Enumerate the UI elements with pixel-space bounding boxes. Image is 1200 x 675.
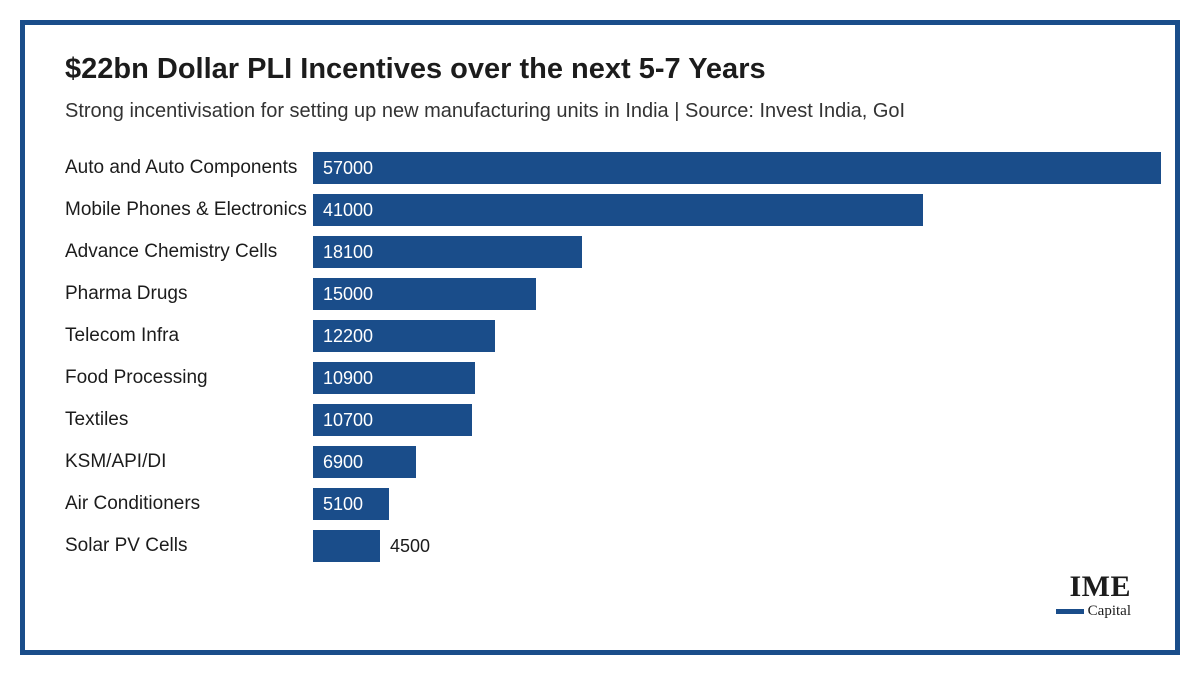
category-label: Air Conditioners bbox=[65, 493, 313, 515]
category-label: Advance Chemistry Cells bbox=[65, 241, 313, 263]
value-label: 5100 bbox=[323, 494, 363, 515]
bar-row: KSM/API/DI 6900 bbox=[65, 445, 1135, 479]
value-label: 18100 bbox=[323, 242, 373, 263]
chart-subtitle: Strong incentivisation for setting up ne… bbox=[65, 100, 1135, 123]
bar-row: Textiles 10700 bbox=[65, 403, 1135, 437]
logo-accent-line bbox=[1056, 609, 1084, 614]
bar-row: Air Conditioners 5100 bbox=[65, 487, 1135, 521]
bar-row: Auto and Auto Components 57000 bbox=[65, 151, 1135, 185]
bar-area: 6900 bbox=[313, 446, 1135, 478]
category-label: Auto and Auto Components bbox=[65, 157, 313, 179]
bar bbox=[313, 530, 380, 562]
logo-subline: Capital bbox=[1056, 603, 1131, 620]
bar: 12200 bbox=[313, 320, 495, 352]
bar-area: 18100 bbox=[313, 236, 1135, 268]
bar-area: 15000 bbox=[313, 278, 1135, 310]
category-label: KSM/API/DI bbox=[65, 451, 313, 473]
bar: 10900 bbox=[313, 362, 475, 394]
category-label: Telecom Infra bbox=[65, 325, 313, 347]
value-label: 57000 bbox=[323, 158, 373, 179]
value-label: 41000 bbox=[323, 200, 373, 221]
chart-frame: $22bn Dollar PLI Incentives over the nex… bbox=[20, 20, 1180, 655]
bar-area: 10900 bbox=[313, 362, 1135, 394]
category-label: Solar PV Cells bbox=[65, 535, 313, 557]
bar-area: 12200 bbox=[313, 320, 1135, 352]
chart-title: $22bn Dollar PLI Incentives over the nex… bbox=[65, 53, 1135, 86]
bar-area: 5100 bbox=[313, 488, 1135, 520]
bar-row: Mobile Phones & Electronics 41000 bbox=[65, 193, 1135, 227]
bar: 15000 bbox=[313, 278, 536, 310]
category-label: Textiles bbox=[65, 409, 313, 431]
bar-area: 41000 bbox=[313, 194, 1135, 226]
bar-chart: Auto and Auto Components 57000 Mobile Phon… bbox=[65, 151, 1135, 563]
chart-content: $22bn Dollar PLI Incentives over the nex… bbox=[25, 25, 1175, 583]
bar-area: 10700 bbox=[313, 404, 1135, 436]
bar-row: Solar PV Cells 4500 bbox=[65, 529, 1135, 563]
bar: 57000 bbox=[313, 152, 1161, 184]
value-label: 10900 bbox=[323, 368, 373, 389]
category-label: Food Processing bbox=[65, 367, 313, 389]
value-label: 6900 bbox=[323, 452, 363, 473]
bar-row: Advance Chemistry Cells 18100 bbox=[65, 235, 1135, 269]
logo-text: IME bbox=[1056, 572, 1131, 602]
brand-logo: IME Capital bbox=[1056, 572, 1131, 620]
bar-row: Food Processing 10900 bbox=[65, 361, 1135, 395]
bar: 5100 bbox=[313, 488, 389, 520]
category-label: Mobile Phones & Electronics bbox=[65, 199, 313, 221]
logo-subtext: Capital bbox=[1088, 603, 1131, 620]
value-label: 12200 bbox=[323, 326, 373, 347]
bar: 41000 bbox=[313, 194, 923, 226]
value-label: 10700 bbox=[323, 410, 373, 431]
value-label: 15000 bbox=[323, 284, 373, 305]
bar-row: Telecom Infra 12200 bbox=[65, 319, 1135, 353]
bar-row: Pharma Drugs 15000 bbox=[65, 277, 1135, 311]
value-label: 4500 bbox=[390, 536, 430, 557]
bar-area: 4500 bbox=[313, 530, 1135, 562]
bar: 18100 bbox=[313, 236, 582, 268]
bar-area: 57000 bbox=[313, 152, 1161, 184]
bar: 10700 bbox=[313, 404, 472, 436]
category-label: Pharma Drugs bbox=[65, 283, 313, 305]
bar: 6900 bbox=[313, 446, 416, 478]
